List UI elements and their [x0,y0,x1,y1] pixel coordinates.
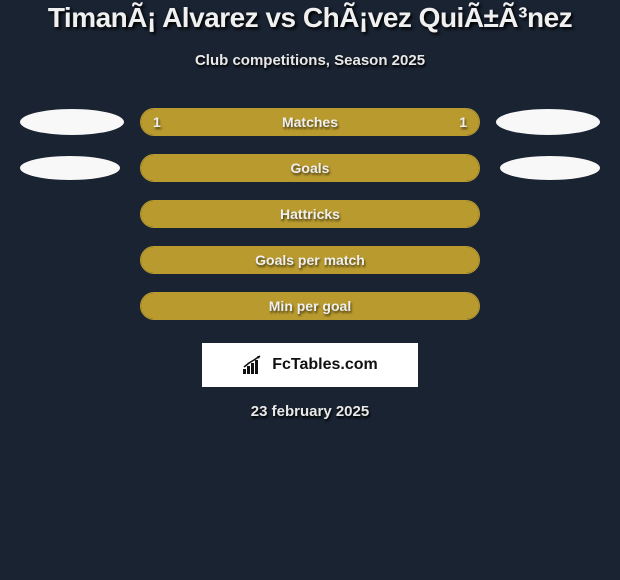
brand-badge: FcTables.com [202,343,418,387]
stat-left-value: 1 [153,114,161,130]
stat-bar: 1 Matches 1 [140,108,480,136]
stat-label: Matches [282,114,338,130]
stat-label: Goals [291,160,330,176]
stats-list: 1 Matches 1 Goals Hattricks Goals per match Mi… [0,99,620,329]
stat-bar: Hattricks [140,200,480,228]
stat-label: Goals per match [255,252,365,268]
page-title: TimanÃ¡ Alvarez vs ChÃ¡vez QuiÃ±Ã³nez [0,2,620,34]
stat-row: Goals per match [0,237,620,283]
growth-chart-icon [242,355,266,375]
stat-row: 1 Matches 1 [0,99,620,145]
page-subtitle: Club competitions, Season 2025 [0,52,620,69]
stat-bar: Min per goal [140,292,480,320]
left-player-marker [20,156,120,180]
stat-row: Goals [0,145,620,191]
stat-bar: Goals [140,154,480,182]
stats-comparison-card: TimanÃ¡ Alvarez vs ChÃ¡vez QuiÃ±Ã³nez Cl… [0,0,620,580]
generated-date: 23 february 2025 [0,403,620,420]
left-player-marker [20,109,124,135]
brand-text: FcTables.com [272,356,378,374]
stat-label: Hattricks [280,206,340,222]
stat-row: Hattricks [0,191,620,237]
stat-right-value: 1 [459,114,467,130]
stat-row: Min per goal [0,283,620,329]
stat-label: Min per goal [269,298,351,314]
right-player-marker [496,109,600,135]
right-player-marker [500,156,600,180]
stat-bar: Goals per match [140,246,480,274]
